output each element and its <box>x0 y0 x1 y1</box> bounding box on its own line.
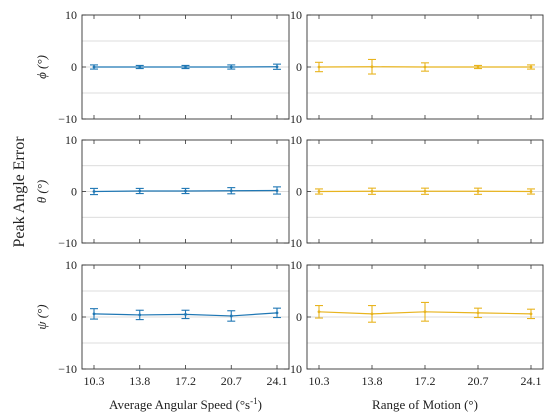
y-tick-label: 0 <box>296 60 302 74</box>
data-point <box>370 312 374 316</box>
y-tick-label: 10 <box>65 258 77 272</box>
x-tick-label: 13.8 <box>362 374 383 388</box>
data-point <box>476 311 480 315</box>
data-point <box>423 310 427 314</box>
data-point <box>423 189 427 193</box>
row-ylabel: θ (°) <box>34 180 49 204</box>
y-tick-label: 0 <box>71 310 77 324</box>
y-tick-label: −10 <box>283 362 302 376</box>
row-ylabel: ψ (°) <box>34 304 49 329</box>
x-tick-label: 24.1 <box>267 374 288 388</box>
data-point <box>370 189 374 193</box>
y-tick-label: −10 <box>283 112 302 126</box>
data-point <box>92 190 96 193</box>
y-tick-label: 10 <box>65 8 77 22</box>
data-point <box>184 189 187 193</box>
data-point <box>275 65 279 69</box>
y-tick-label: 0 <box>71 185 77 199</box>
y-tick-label: 10 <box>290 258 302 272</box>
data-point <box>476 65 480 69</box>
data-point <box>229 189 233 193</box>
data-point <box>423 65 427 69</box>
y-tick-label: 10 <box>290 8 302 22</box>
panel-psi-speed: −10 0 10 10.3 13.8 17.2 20.7 24.1 ψ (°) <box>34 258 290 388</box>
data-point <box>138 313 142 317</box>
y-tick-label: 0 <box>71 60 77 74</box>
x-axis-label: Range of Motion (°) <box>372 397 478 412</box>
data-point <box>317 190 321 193</box>
panel-theta-range: −10 0 10 <box>283 133 544 250</box>
x-tick-label: 10.3 <box>84 374 105 388</box>
data-point <box>138 189 142 193</box>
x-tick-label: 17.2 <box>415 374 436 388</box>
data-point <box>275 189 279 192</box>
panel-phi-range: −10 0 10 <box>283 8 544 126</box>
y-tick-label: −10 <box>283 236 302 250</box>
y-tick-label: −10 <box>58 236 77 250</box>
data-point <box>229 65 233 69</box>
x-tick-label: 17.2 <box>175 374 196 388</box>
y-tick-label: 0 <box>296 185 302 199</box>
data-point <box>317 310 321 314</box>
x-tick-label: 20.7 <box>468 374 489 388</box>
panel-theta-speed: −10 0 10 θ (°) <box>34 133 290 250</box>
data-point <box>184 313 187 316</box>
panel-psi-range: −10 0 10 10.3 13.8 17.2 20.7 24.1 <box>283 258 544 388</box>
data-point <box>529 65 533 69</box>
data-point <box>138 65 142 69</box>
y-tick-label: 10 <box>290 133 302 147</box>
data-point <box>370 65 374 69</box>
y-tick-label: −10 <box>58 362 77 376</box>
data-point <box>529 312 533 316</box>
data-point <box>229 314 233 318</box>
y-tick-label: −10 <box>58 112 77 126</box>
data-point <box>275 311 279 315</box>
data-point <box>529 190 533 193</box>
x-tick-label: 24.1 <box>521 374 542 388</box>
data-point <box>92 312 96 316</box>
figure-ylabel: Peak Angle Error <box>11 136 28 248</box>
data-point <box>92 65 96 69</box>
panel-phi-speed: −10 0 10 ϕ (°) <box>34 8 290 126</box>
x-axis-label: Average Angular Speed (°s-1) <box>109 396 262 412</box>
row-ylabel: ϕ (°) <box>34 55 49 79</box>
data-point <box>476 189 480 193</box>
x-tick-label: 20.7 <box>221 374 242 388</box>
y-tick-label: 10 <box>65 133 77 147</box>
data-point <box>317 65 321 69</box>
x-tick-label: 10.3 <box>309 374 330 388</box>
x-tick-label: 13.8 <box>129 374 150 388</box>
y-tick-label: 0 <box>296 310 302 324</box>
data-point <box>184 65 187 69</box>
